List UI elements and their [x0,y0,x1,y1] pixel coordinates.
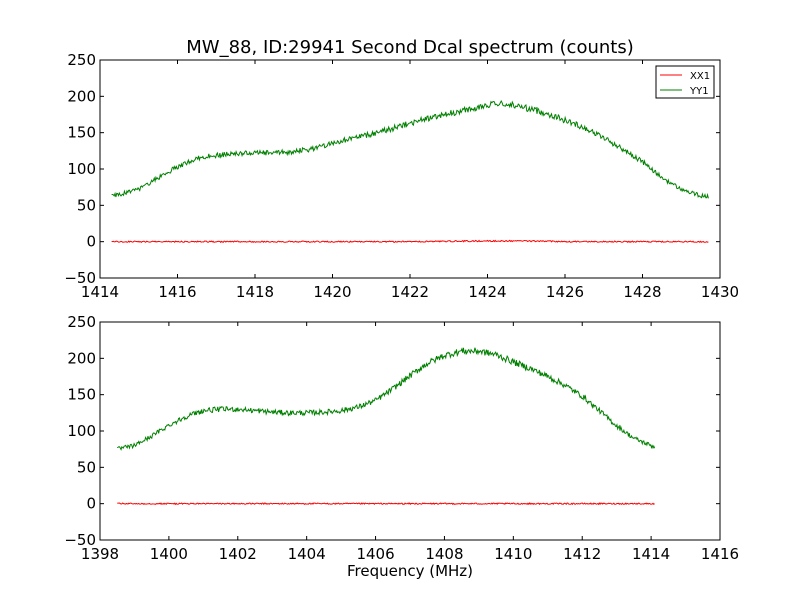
x-tick-label: 1428 [623,283,661,301]
y-tick-label: 150 [67,386,96,404]
legend-box [655,65,715,99]
x-tick-label: 1412 [563,545,601,563]
x-tick-label: 1408 [425,545,463,563]
x-tick-label: 1410 [494,545,532,563]
y-tick-label: 200 [67,87,96,105]
x-tick-label: 1416 [701,545,739,563]
series-line-xx1 [117,502,655,506]
x-tick-label: 1430 [701,283,739,301]
plot-area [100,60,720,278]
x-tick-label: 1424 [468,283,506,301]
y-tick-label: 100 [67,160,96,178]
plot-area [100,322,720,540]
x-tick-label: 1426 [546,283,584,301]
y-tick-label: 100 [67,422,96,440]
series-line-yy1 [116,347,656,451]
x-tick-label: 1420 [313,283,351,301]
x-tick-label: 1406 [356,545,394,563]
series-line-yy1 [111,99,709,199]
y-tick-label: 250 [67,313,96,331]
x-tick-label: 1398 [81,545,119,563]
y-tick-label: 150 [67,124,96,142]
top-chart-panel: 1414 1416 1418 1420 1422 1424 1426 1428 1430 −50 0… [64,37,739,301]
series-line-xx1 [111,239,709,244]
x-tick-label: 1402 [219,545,257,563]
x-tick-label: 1404 [288,545,326,563]
y-tick-label: 0 [86,233,96,251]
x-tick-label: 1414 [632,545,670,563]
chart-title: MW_88, ID:29941 Second Dcal spectrum (co… [186,37,633,58]
y-tick-label: 200 [67,349,96,367]
y-tick-label: 50 [77,196,96,214]
x-axis-label: Frequency (MHz) [347,562,473,580]
y-tick-label: 50 [77,458,96,476]
x-tick-label: 1400 [150,545,188,563]
y-tick-label: −50 [64,269,96,287]
legend-label-yy1: YY1 [689,86,709,97]
x-tick-label: 1422 [391,283,429,301]
x-tick-label: 1414 [81,283,119,301]
legend-label-xx1: XX1 [690,71,710,82]
x-tick-label: 1418 [236,283,274,301]
x-tick-label: 1416 [158,283,196,301]
y-tick-label: −50 [64,531,96,549]
y-tick-label: 250 [67,51,96,69]
bottom-chart-panel: 1398 1400 1402 1404 1406 1408 1410 1412 1414 1416… [64,313,739,580]
y-tick-label: 0 [86,495,96,513]
